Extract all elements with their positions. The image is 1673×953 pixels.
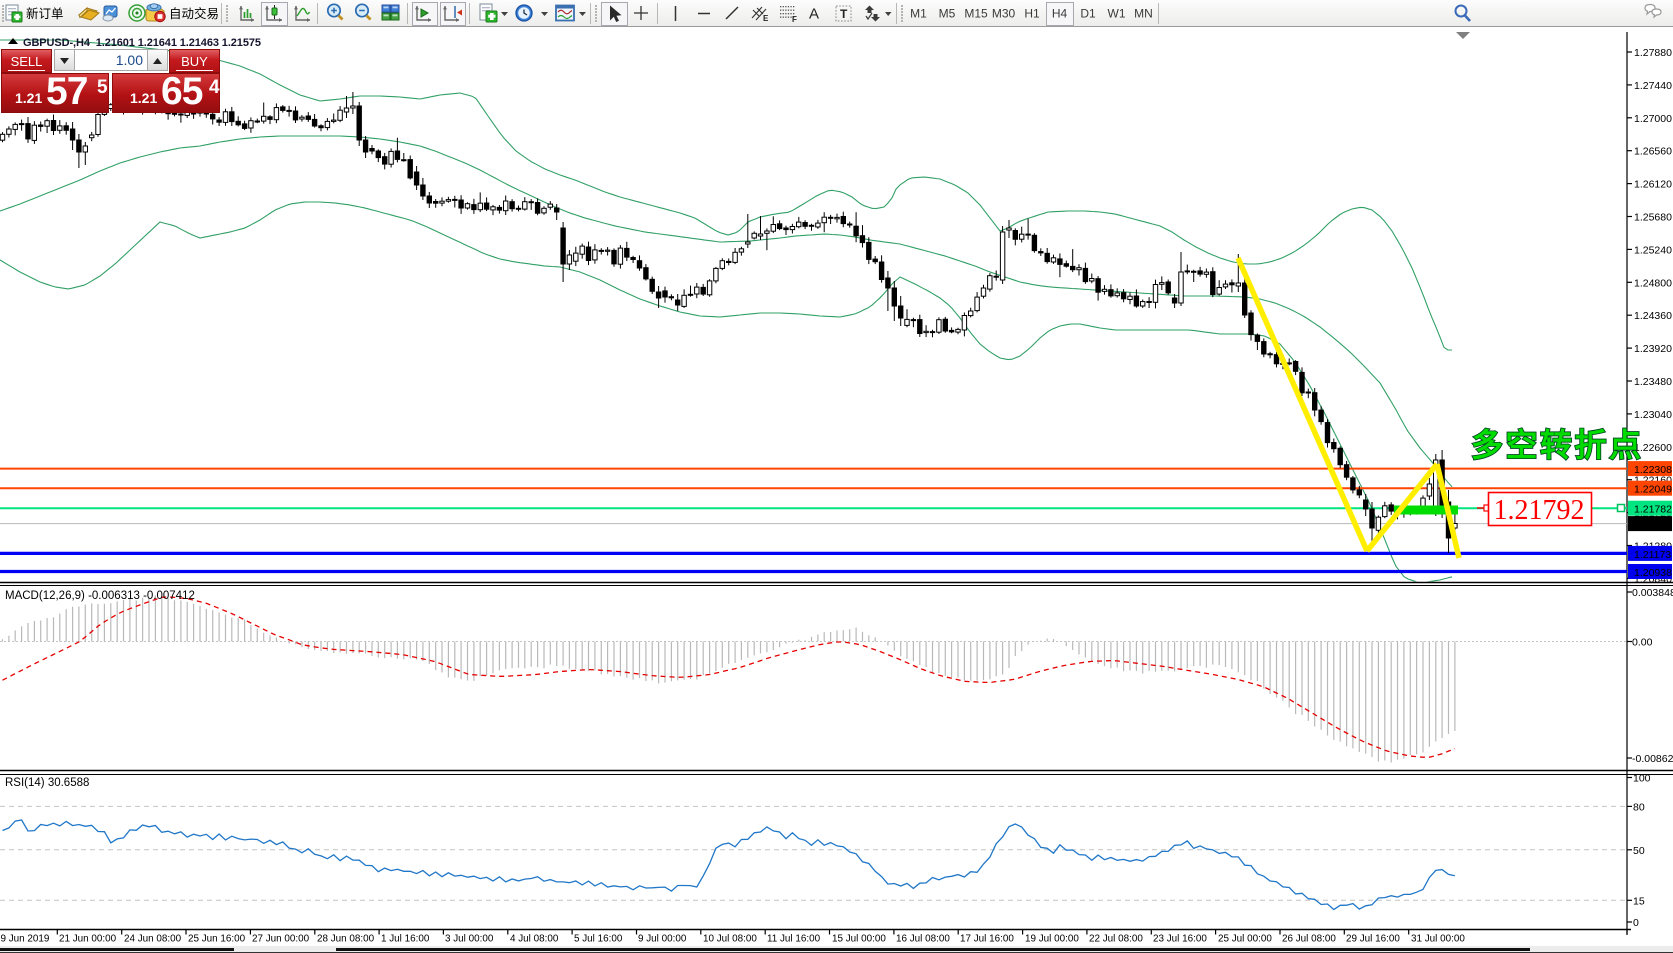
svg-text:M5: M5: [939, 7, 956, 21]
svg-text:GBPUSD-,H4 1.21601 1.21641 1.: GBPUSD-,H4 1.21601 1.21641 1.21463 1.215…: [23, 37, 261, 49]
svg-text:1.21782: 1.21782: [1634, 504, 1672, 516]
svg-text:1.22049: 1.22049: [1634, 484, 1672, 496]
svg-text:A: A: [809, 6, 819, 23]
svg-text:多空转折点: 多空转折点: [1471, 427, 1644, 463]
svg-text:0: 0: [1633, 917, 1639, 929]
svg-text:M1: M1: [910, 7, 927, 21]
svg-text:T: T: [840, 7, 848, 21]
svg-text:1.22308: 1.22308: [1634, 464, 1672, 476]
svg-text:0.003848: 0.003848: [1632, 587, 1673, 599]
svg-text:4 Jul 08:00: 4 Jul 08:00: [510, 934, 559, 945]
svg-text:D1: D1: [1080, 7, 1096, 21]
svg-text:1.21792: 1.21792: [1494, 495, 1585, 526]
svg-text:1.20938: 1.20938: [1634, 567, 1672, 579]
svg-text:RSI(14) 30.6588: RSI(14) 30.6588: [5, 777, 89, 789]
svg-text:29 Jul 16:00: 29 Jul 16:00: [1346, 934, 1400, 945]
svg-text:24 Jun 08:00: 24 Jun 08:00: [124, 934, 182, 945]
svg-text:1.27000: 1.27000: [1634, 113, 1672, 125]
svg-text:31 Jul 00:00: 31 Jul 00:00: [1411, 934, 1465, 945]
svg-text:0.00: 0.00: [1632, 637, 1653, 649]
svg-text:MACD(12,26,9) -0.006313 -0.007: MACD(12,26,9) -0.006313 -0.007412: [5, 590, 195, 602]
svg-text:17 Jul 16:00: 17 Jul 16:00: [960, 934, 1014, 945]
svg-text:自动交易: 自动交易: [169, 6, 219, 21]
svg-text:10 Jul 08:00: 10 Jul 08:00: [703, 934, 757, 945]
svg-text:1.26120: 1.26120: [1634, 179, 1672, 191]
svg-text:11 Jul 16:00: 11 Jul 16:00: [767, 934, 821, 945]
svg-text:21 Jun 00:00: 21 Jun 00:00: [59, 934, 117, 945]
svg-text:50: 50: [1633, 845, 1645, 857]
svg-text:25 Jul 00:00: 25 Jul 00:00: [1218, 934, 1272, 945]
svg-text:19 Jun 2019: 19 Jun 2019: [0, 934, 50, 945]
svg-text:26 Jul 08:00: 26 Jul 08:00: [1282, 934, 1336, 945]
svg-text:新订单: 新订单: [26, 6, 64, 21]
svg-text:9 Jul 00:00: 9 Jul 00:00: [638, 934, 687, 945]
svg-text:1.23040: 1.23040: [1634, 409, 1672, 421]
svg-text:1.22600: 1.22600: [1634, 442, 1672, 454]
svg-text:M15: M15: [964, 7, 988, 21]
svg-text:F: F: [792, 15, 797, 24]
svg-text:1.25240: 1.25240: [1634, 244, 1672, 256]
svg-text:1.24360: 1.24360: [1634, 310, 1672, 322]
svg-text:22 Jul 08:00: 22 Jul 08:00: [1089, 934, 1143, 945]
svg-text:M30: M30: [992, 7, 1016, 21]
svg-text:23 Jul 16:00: 23 Jul 16:00: [1153, 934, 1207, 945]
svg-text:E: E: [763, 14, 769, 23]
svg-text:1.23920: 1.23920: [1634, 343, 1672, 355]
svg-text:-0.008629: -0.008629: [1632, 753, 1673, 765]
svg-text:1.26560: 1.26560: [1634, 146, 1672, 158]
svg-text:28 Jun 08:00: 28 Jun 08:00: [317, 934, 375, 945]
svg-text:H4: H4: [1052, 7, 1068, 21]
svg-text:27 Jun 00:00: 27 Jun 00:00: [252, 934, 310, 945]
svg-text:19 Jul 00:00: 19 Jul 00:00: [1025, 934, 1079, 945]
svg-text:25 Jun 16:00: 25 Jun 16:00: [188, 934, 246, 945]
svg-text:1.24800: 1.24800: [1634, 277, 1672, 289]
svg-text:W1: W1: [1108, 7, 1126, 21]
svg-text:1 Jul 16:00: 1 Jul 16:00: [381, 934, 430, 945]
svg-text:1.27440: 1.27440: [1634, 80, 1672, 92]
svg-text:15 Jul 00:00: 15 Jul 00:00: [832, 934, 886, 945]
svg-text:H1: H1: [1024, 7, 1040, 21]
svg-text:1.27880: 1.27880: [1634, 47, 1672, 59]
svg-text:100: 100: [1633, 773, 1651, 785]
svg-text:3 Jul 00:00: 3 Jul 00:00: [445, 934, 494, 945]
svg-text:1.25680: 1.25680: [1634, 212, 1672, 224]
svg-text:1.23480: 1.23480: [1634, 376, 1672, 388]
svg-text:1.21575: 1.21575: [1634, 519, 1672, 531]
svg-text:80: 80: [1633, 801, 1645, 813]
svg-text:5 Jul 16:00: 5 Jul 16:00: [574, 934, 623, 945]
svg-text:15: 15: [1633, 895, 1645, 907]
svg-text:16 Jul 08:00: 16 Jul 08:00: [896, 934, 950, 945]
svg-text:MN: MN: [1134, 7, 1153, 21]
svg-text:1.21173: 1.21173: [1634, 549, 1671, 561]
